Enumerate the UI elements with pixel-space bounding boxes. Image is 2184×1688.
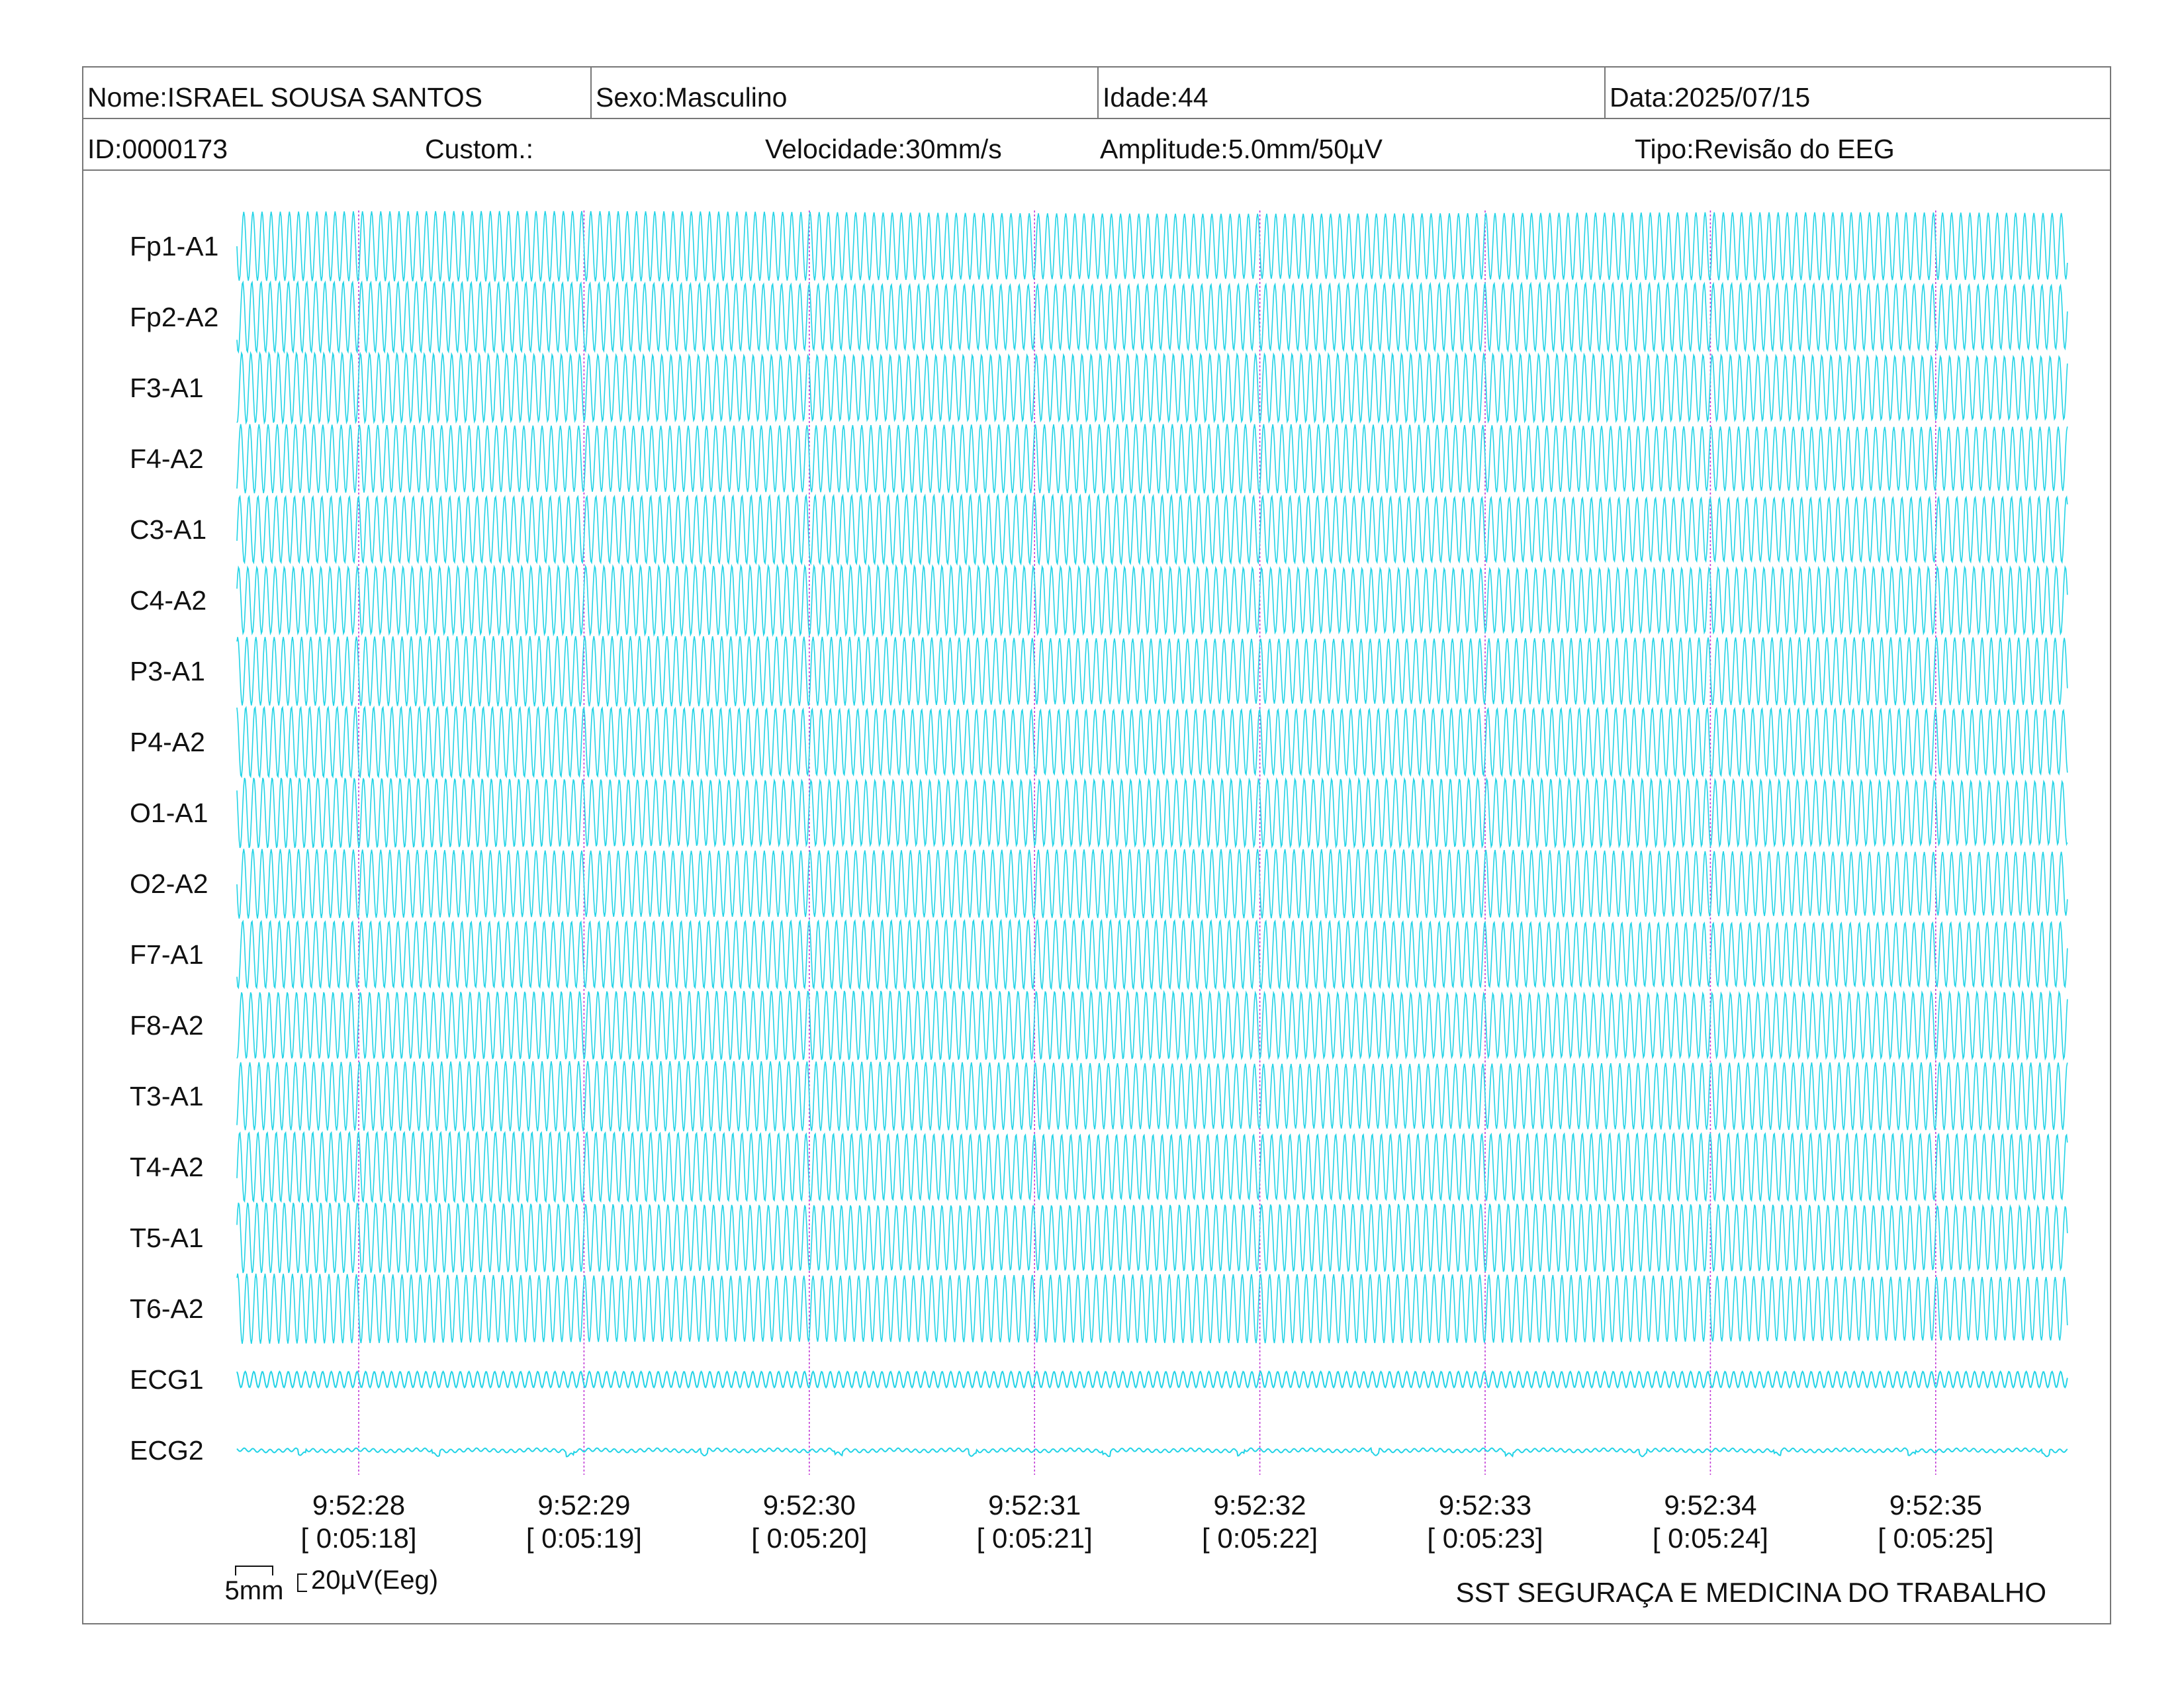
channel-labels: Fp1-A1 Fp2-A2 F3-A1 F4-A2 C3-A1 C4-A2 P3-A1 P4-…	[130, 231, 218, 1466]
report-frame: Nome:ISRAEL SOUSA SANTOS Sexo:Masculino …	[82, 66, 2111, 1624]
time-tick-elapsed: [ 0:05:22]	[1202, 1523, 1318, 1554]
channel-label: F4-A2	[130, 444, 204, 474]
time-tick-clock: 9:52:28	[312, 1489, 405, 1521]
header-row-1: Nome:ISRAEL SOUSA SANTOS Sexo:Masculino …	[83, 68, 2110, 119]
patient-sex: Sexo:Masculino	[590, 68, 1097, 119]
channel-trace	[236, 1060, 2068, 1132]
channel-trace	[236, 424, 2068, 494]
channel-label: Fp2-A2	[130, 302, 218, 332]
channel-trace	[236, 989, 2068, 1062]
channel-label: ECG2	[130, 1435, 204, 1466]
channel-label: Fp1-A1	[130, 231, 218, 261]
channel-label: F8-A2	[130, 1010, 204, 1041]
channel-label: T5-A1	[130, 1223, 204, 1253]
time-tick-clock: 9:52:32	[1214, 1489, 1306, 1521]
time-tick-elapsed: [ 0:05:21]	[977, 1523, 1093, 1554]
patient-id: ID:0000173	[87, 134, 228, 164]
channel-trace	[236, 1202, 2068, 1274]
channel-label: ECG1	[130, 1364, 204, 1395]
channel-trace	[236, 280, 2068, 354]
channel-trace	[236, 919, 2068, 990]
patient-name: Nome:ISRAEL SOUSA SANTOS	[87, 82, 482, 113]
channel-label: C3-A1	[130, 514, 206, 545]
time-tick-clock: 9:52:29	[537, 1489, 630, 1521]
channel-label: T6-A2	[130, 1293, 204, 1324]
exam-type: Tipo:Revisão do EEG	[1635, 134, 1895, 164]
channel-label: F7-A1	[130, 939, 204, 970]
time-scale-mark	[235, 1566, 273, 1575]
clinic-name: SST SEGURAÇA E MEDICINA DO TRABALHO	[1456, 1577, 2046, 1608]
recording-amplitude: Amplitude:5.0mm/50µV	[1100, 134, 1383, 164]
channel-label: O2-A2	[130, 868, 208, 899]
time-tick-clock: 9:52:33	[1439, 1489, 1531, 1521]
exam-date: Data:2025/07/15	[1604, 68, 2111, 119]
time-tick-labels: 9:52:28[ 0:05:18] 9:52:29[ 0:05:19] 9:52:3…	[300, 1489, 1993, 1554]
channel-trace	[236, 1273, 2068, 1344]
custom-field: Custom.:	[425, 134, 534, 164]
time-tick-clock: 9:52:34	[1664, 1489, 1756, 1521]
header-row-2: ID:0000173 Custom.: Velocidade:30mm/s Am…	[83, 119, 2110, 171]
channel-trace	[236, 211, 2068, 282]
scale-bar: 5mm 20µV(Eeg)	[225, 1566, 438, 1605]
channel-label: F3-A1	[130, 373, 204, 403]
channel-trace	[236, 635, 2068, 707]
channel-trace	[236, 1446, 2068, 1458]
channel-label: P4-A2	[130, 727, 205, 757]
channel-label: P3-A1	[130, 656, 205, 686]
channel-trace	[236, 351, 2068, 425]
recording-speed: Velocidade:30mm/s	[765, 134, 1002, 164]
time-tick-elapsed: [ 0:05:24]	[1653, 1523, 1768, 1554]
time-tick-elapsed: [ 0:05:20]	[751, 1523, 867, 1554]
channel-trace	[236, 705, 2068, 779]
amplitude-scale-label: 20µV(Eeg)	[311, 1566, 438, 1595]
time-tick-elapsed: [ 0:05:19]	[526, 1523, 642, 1554]
time-tick-clock: 9:52:30	[763, 1489, 856, 1521]
time-tick-clock: 9:52:35	[1889, 1489, 1982, 1521]
time-tick-clock: 9:52:31	[988, 1489, 1081, 1521]
eeg-traces	[236, 211, 2068, 1458]
channel-trace	[236, 1370, 2068, 1389]
channel-trace	[236, 1131, 2068, 1203]
time-tick-elapsed: [ 0:05:18]	[300, 1523, 416, 1554]
patient-age: Idade:44	[1097, 68, 1604, 119]
channel-trace	[236, 776, 2068, 849]
channel-trace	[236, 493, 2068, 566]
amplitude-scale-mark	[297, 1573, 307, 1592]
channel-trace	[236, 563, 2068, 637]
time-tick-elapsed: [ 0:05:23]	[1427, 1523, 1543, 1554]
channel-label: C4-A2	[130, 585, 206, 616]
channel-trace	[236, 849, 2068, 919]
time-tick-elapsed: [ 0:05:25]	[1878, 1523, 1993, 1554]
channel-label: T4-A2	[130, 1152, 204, 1182]
channel-label: O1-A1	[130, 798, 208, 828]
time-scale-label: 5mm	[225, 1576, 284, 1605]
channel-label: T3-A1	[130, 1081, 204, 1111]
